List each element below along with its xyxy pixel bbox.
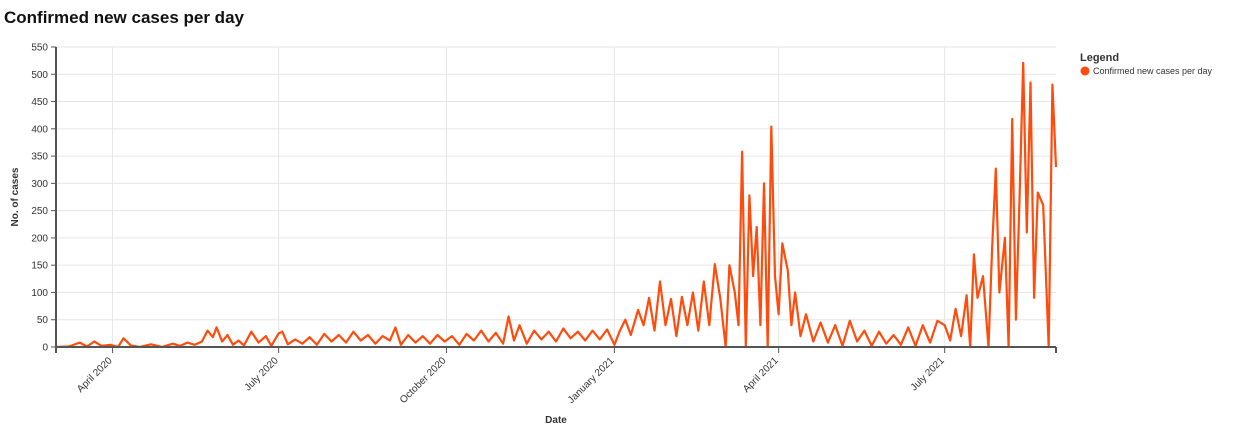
y-tick-label: 250 bbox=[31, 206, 48, 217]
legend-title: Legend bbox=[1080, 52, 1119, 64]
grid-lines bbox=[56, 46, 1056, 348]
chart-title: Confirmed new cases per day bbox=[4, 8, 244, 27]
x-axis-ticks: April 2020 July 2020 October 2020 January 2… bbox=[55, 347, 1057, 406]
y-tick-label: 100 bbox=[31, 288, 48, 299]
x-axis-title: Date bbox=[545, 415, 567, 426]
x-tick-label: January 2021 bbox=[566, 355, 617, 406]
y-tick-label: 0 bbox=[42, 343, 48, 354]
x-tick-label: October 2020 bbox=[398, 355, 449, 406]
y-tick-label: 450 bbox=[31, 97, 48, 108]
y-tick-label: 550 bbox=[31, 43, 48, 54]
y-tick-label: 500 bbox=[31, 70, 48, 81]
x-tick-label: July 2021 bbox=[909, 355, 947, 393]
y-tick-label: 400 bbox=[31, 124, 48, 135]
x-tick-label: July 2020 bbox=[243, 355, 281, 393]
y-tick-label: 200 bbox=[31, 233, 48, 244]
x-tick-label: April 2021 bbox=[741, 355, 781, 395]
legend-label: Confirmed new cases per day bbox=[1093, 66, 1213, 76]
legend-swatch-icon bbox=[1080, 66, 1090, 76]
y-tick-label: 300 bbox=[31, 179, 48, 190]
y-axis-title: No. of cases bbox=[10, 167, 21, 226]
y-tick-label: 50 bbox=[37, 315, 49, 326]
legend: Legend Confirmed new cases per day bbox=[1080, 52, 1213, 76]
y-tick-label: 150 bbox=[31, 261, 48, 272]
y-tick-label: 350 bbox=[31, 152, 48, 163]
series-line bbox=[55, 61, 1058, 349]
x-tick-label: April 2020 bbox=[75, 355, 115, 395]
y-axis-ticks: 0 50 100 150 200 250 300 350 400 450 500 550 bbox=[31, 43, 56, 354]
